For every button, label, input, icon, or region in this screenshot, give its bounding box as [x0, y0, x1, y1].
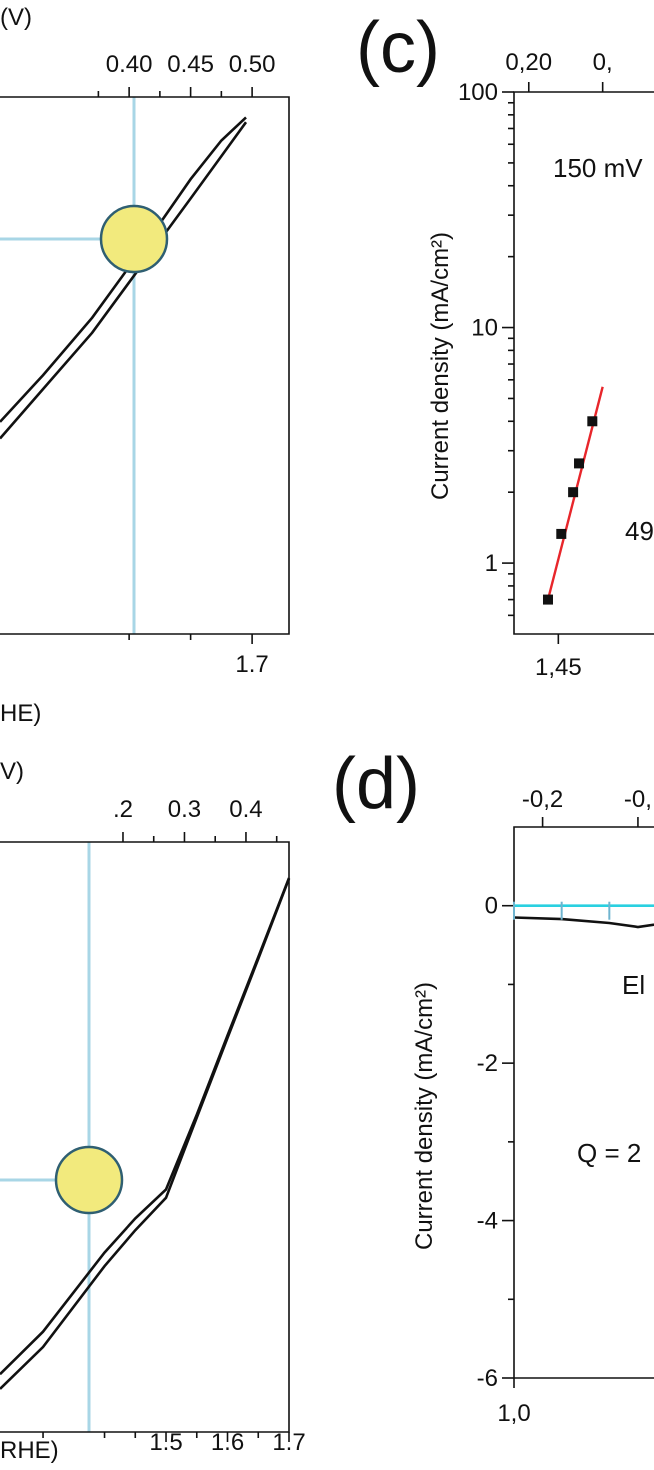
panel-d-y-tick-label: -2: [477, 1050, 498, 1077]
panel-b-top-tick-label: 0.4: [229, 796, 262, 823]
panel-c-data-point: [556, 528, 567, 539]
panel-d: (d) -0,2 -0, 0 -2 -4 -6 1,0 Current density …: [332, 744, 654, 1427]
panel-a: (V) 0.40 0.45 0.50 1.7 HE): [0, 4, 290, 727]
panel-b-curve-2: [0, 878, 291, 1390]
panel-a-top-axis-label: (V): [0, 4, 32, 31]
panel-c-y-tick-label: 100: [458, 79, 498, 106]
panel-c-frame: [513, 91, 654, 635]
panel-b-frame: [0, 841, 290, 1433]
panel-c-top-tick-label: 0,: [593, 49, 613, 76]
panel-d-top-ticks: -0,2 -0,: [522, 786, 652, 827]
panel-d-bottom-tick-label: 1,0: [497, 1400, 530, 1427]
panel-d-y-tick-label: 0: [485, 893, 498, 920]
panel-c-y-axis-label: Current density (mA/cm²): [427, 232, 454, 500]
panel-d-y-axis-label: Current density (mA/cm²): [411, 982, 438, 1250]
panel-b-bottom-tick-label: 1.6: [211, 1429, 244, 1456]
panel-c-letter: (c): [356, 8, 440, 88]
panel-c: (c) 0,20 0, 1 10 100 1,45 Current density (…: [356, 8, 654, 681]
panel-a-top-tick-label: 0.50: [229, 51, 276, 78]
panel-a-bottom-axis-label: HE): [0, 700, 41, 727]
panel-d-y-tick-label: -6: [477, 1365, 498, 1392]
panel-b: V) .2 0.3 0.4 1.5 1.6 1.7 RHE): [0, 758, 306, 1464]
panel-a-top-tick-label: 0.40: [106, 51, 153, 78]
panel-c-bottom-ticks: 1,45: [535, 634, 582, 681]
panel-a-top-tick-label: 0.45: [167, 51, 214, 78]
panel-b-bottom-tick-label: 1.5: [149, 1429, 182, 1456]
panel-c-data-point: [574, 458, 585, 469]
panel-a-top-ticks: 0.40 0.45 0.50: [97, 51, 276, 97]
panel-c-top-ticks: 0,20 0,: [505, 49, 613, 92]
panel-a-bottom-ticks: 1.7: [128, 634, 269, 678]
panel-d-y-tick-label: -4: [477, 1208, 498, 1235]
panel-a-bottom-tick-label: 1.7: [235, 651, 268, 678]
panel-a-curves: [0, 116, 248, 440]
panel-d-annotation-q: Q = 2: [577, 1138, 641, 1168]
panel-b-bottom-ticks: 1.5 1.6 1.7: [42, 1429, 306, 1456]
panel-b-curves: [0, 877, 291, 1390]
panel-d-letter: (d): [332, 744, 420, 824]
panel-c-y-tick-label: 10: [471, 315, 498, 342]
panel-c-data-point: [542, 594, 553, 605]
panel-d-top-tick-label: -0,: [624, 786, 652, 813]
panel-c-bottom-tick-label: 1,45: [535, 654, 582, 681]
panel-c-annotation-top: 150 mV: [553, 153, 643, 183]
panel-a-highlight-marker: [99, 204, 169, 274]
panel-d-bottom-ticks: 1,0: [497, 1378, 531, 1427]
panel-c-data-point: [568, 487, 579, 498]
panel-d-frame: [513, 826, 654, 1379]
panel-b-top-ticks: .2 0.3 0.4: [113, 796, 278, 842]
panel-b-top-tick-label: .2: [113, 796, 133, 823]
panel-d-top-tick-label: -0,2: [522, 786, 563, 813]
panel-b-bottom-tick-label: 1.7: [272, 1429, 305, 1456]
panel-c-data-point: [587, 416, 598, 427]
panel-b-top-axis-label: V): [0, 758, 24, 785]
panel-b-curve-1: [0, 877, 291, 1376]
panel-b-bottom-axis-label: RHE): [0, 1437, 59, 1464]
panel-b-highlight-marker: [54, 1145, 124, 1215]
panel-a-curve-2: [0, 121, 248, 440]
panel-c-points: [542, 416, 598, 605]
panel-a-frame: [0, 96, 290, 635]
panel-d-annotation-mid: El: [622, 970, 645, 1000]
panel-d-curves: [513, 901, 654, 929]
panel-b-top-tick-label: 0.3: [168, 796, 201, 823]
panel-c-y-ticks: 1 10 100: [458, 79, 514, 617]
panel-c-top-tick-label: 0,20: [505, 49, 552, 76]
panel-d-curve-2: [513, 916, 654, 929]
panel-d-y-ticks: 0 -2 -4 -6: [477, 893, 514, 1392]
panel-c-annotation-slope: 49: [625, 516, 654, 546]
panel-c-y-tick-label: 1: [485, 550, 498, 577]
